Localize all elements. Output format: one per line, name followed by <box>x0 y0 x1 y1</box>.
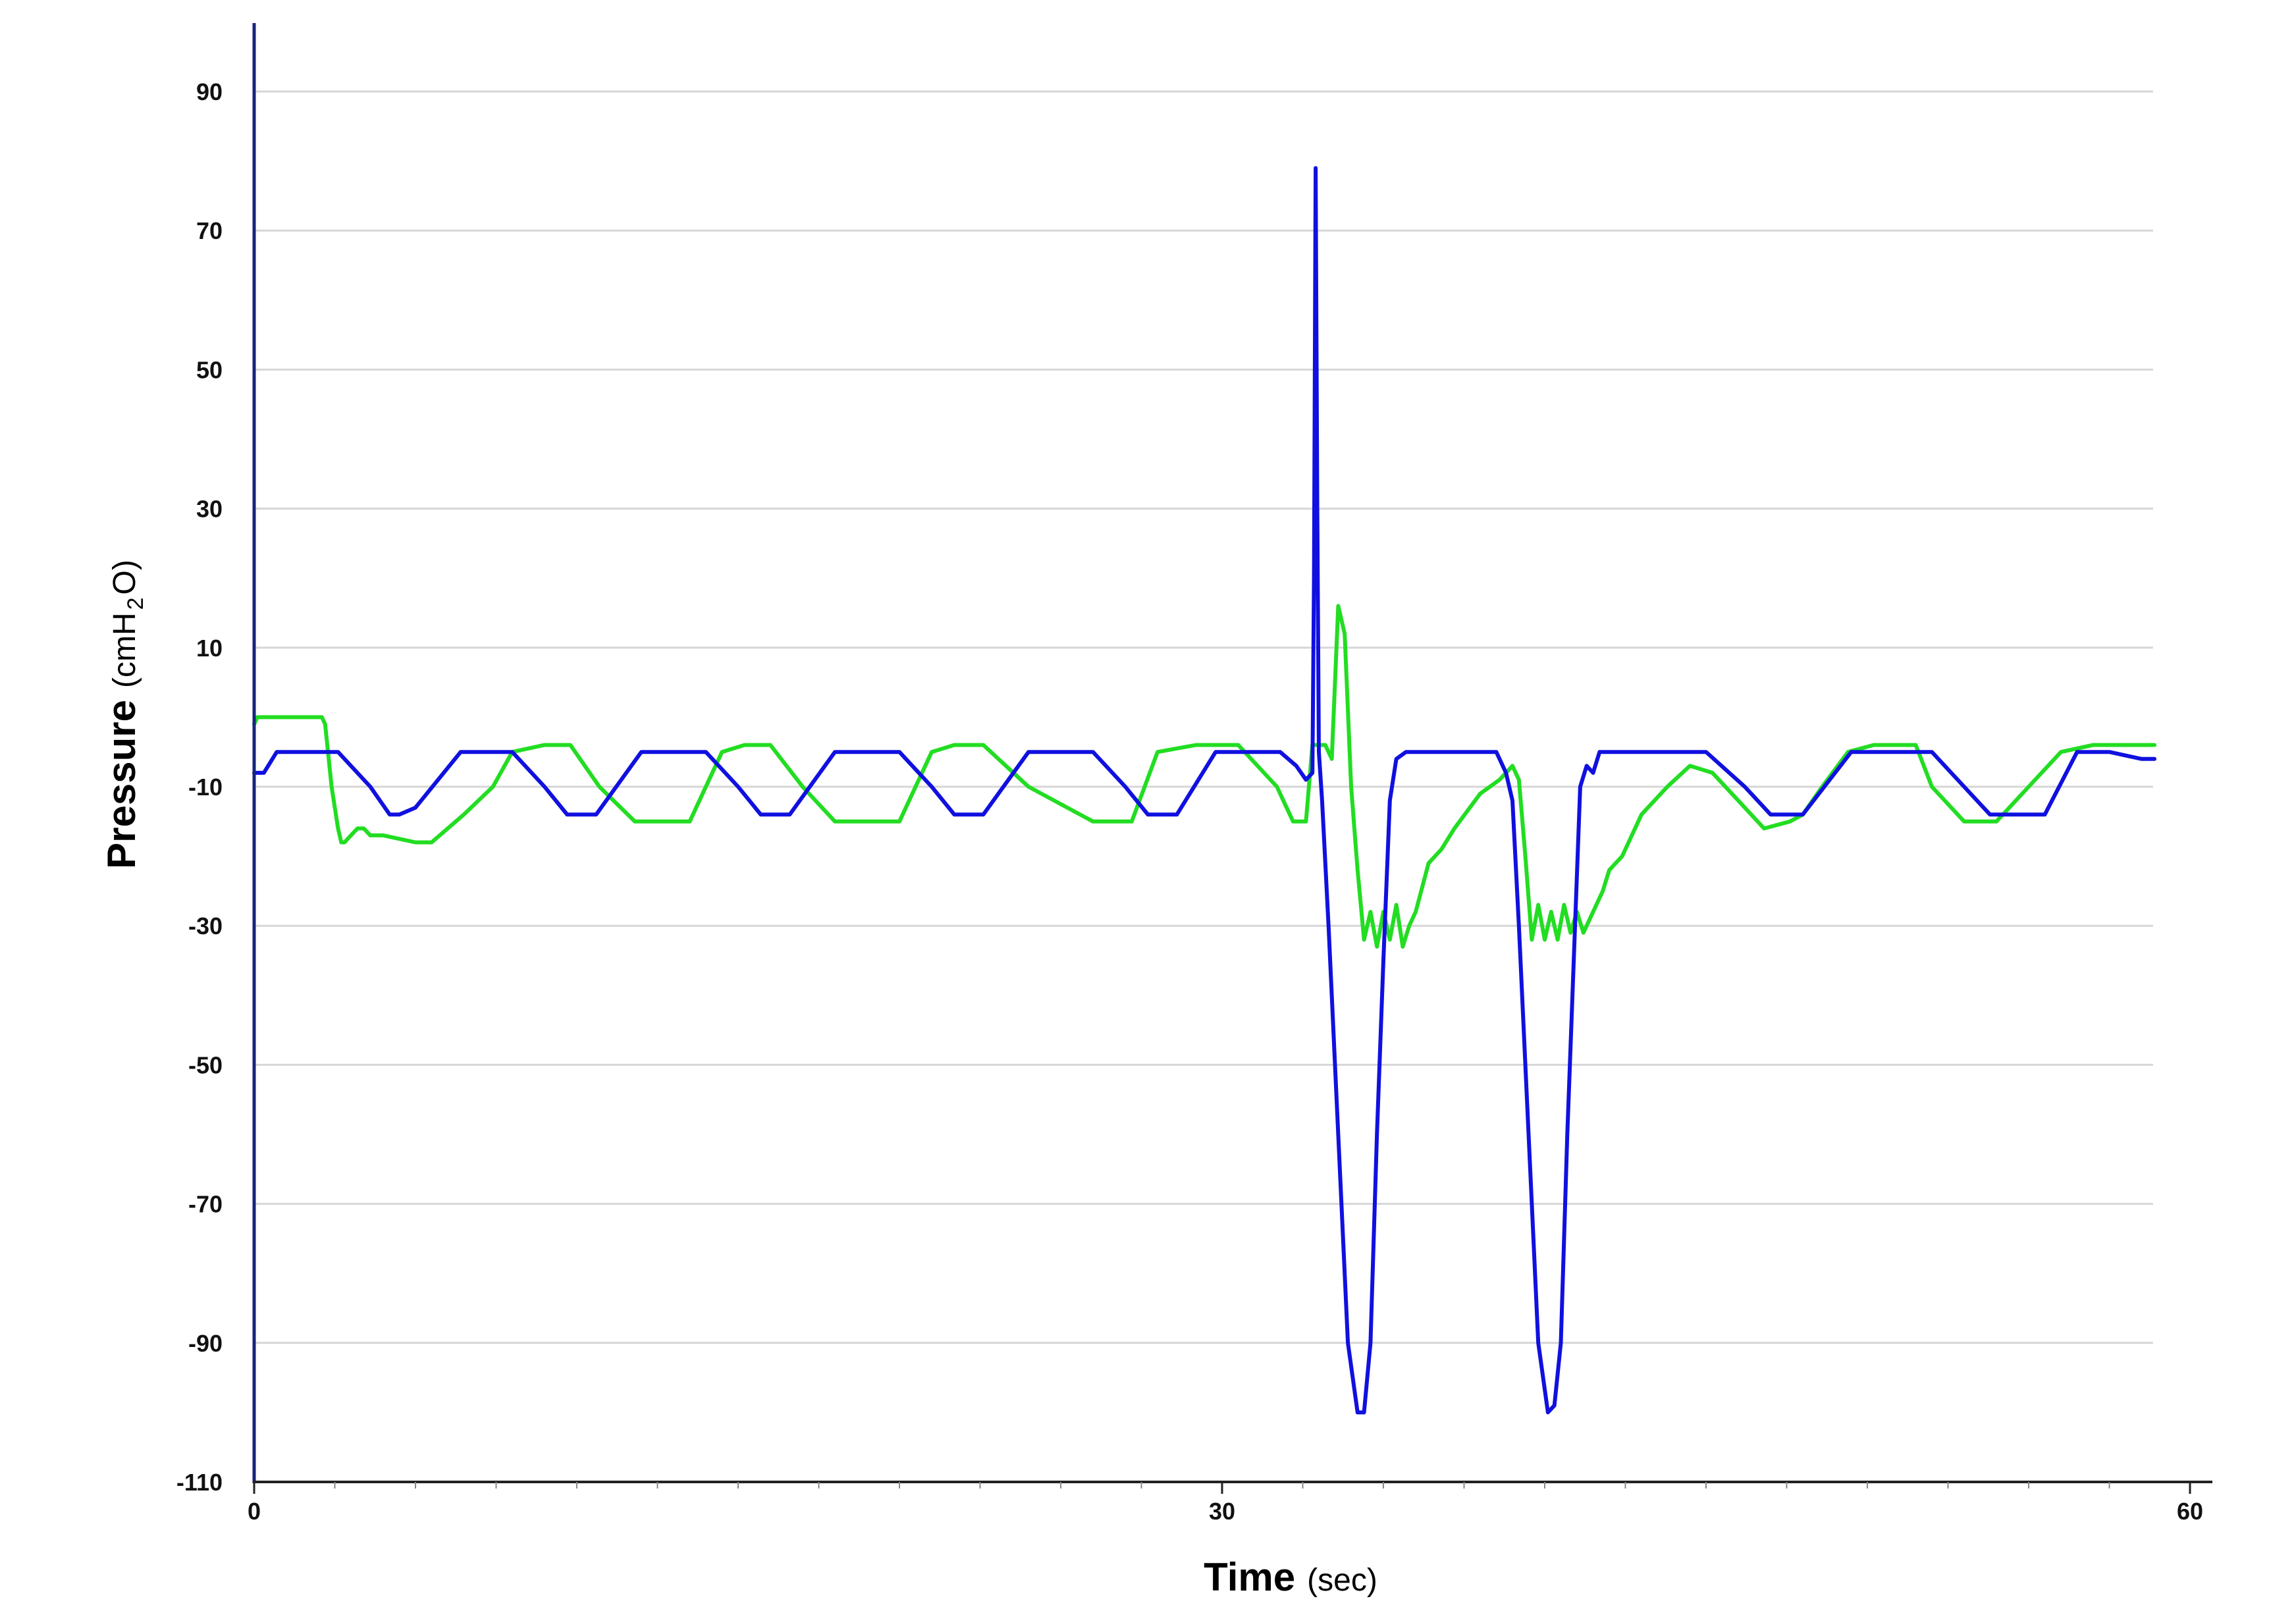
x-axis-title-unit: (sec) <box>1307 1563 1377 1598</box>
y-tick-label: -50 <box>188 1051 223 1078</box>
y-tick-label: 90 <box>196 78 223 105</box>
y-axis-title: Pressure (cmH 2 O) <box>99 560 148 869</box>
y-axis-title-main: Pressure <box>99 700 144 869</box>
y-axis-title-unit-sub: 2 <box>123 597 148 610</box>
y-tick-label: -10 <box>188 774 223 801</box>
series-line-green <box>252 604 2157 949</box>
gridlines <box>254 90 2153 1344</box>
x-axis-title: Time (sec) <box>1204 1555 1377 1599</box>
y-tick-label: 10 <box>196 635 223 662</box>
y-tick-label: 30 <box>196 496 223 523</box>
y-tick-label: 70 <box>196 217 223 244</box>
x-tick-labels: 0 30 60 <box>248 1498 2203 1525</box>
y-axis-title-unit-suffix: O) <box>107 560 142 594</box>
y-tick-label: -70 <box>188 1191 223 1218</box>
y-tick-label: 50 <box>196 356 223 383</box>
series-lines <box>252 166 2157 1415</box>
x-axis-title-main: Time <box>1204 1555 1295 1599</box>
x-tick-label: 0 <box>248 1498 261 1525</box>
y-axis-title-unit-prefix: (cmH <box>107 612 142 688</box>
series-line-blue <box>252 166 2157 1415</box>
y-tick-label: -30 <box>188 912 223 939</box>
y-tick-label: -90 <box>188 1330 223 1357</box>
x-tick-label: 60 <box>2177 1498 2203 1525</box>
x-tick-label: 30 <box>1209 1498 1235 1525</box>
y-tick-labels: 90 70 50 30 10 -10 -30 -50 -70 -90 -110 <box>176 78 223 1496</box>
axes <box>252 23 2212 1494</box>
y-tick-label: -110 <box>176 1469 223 1496</box>
